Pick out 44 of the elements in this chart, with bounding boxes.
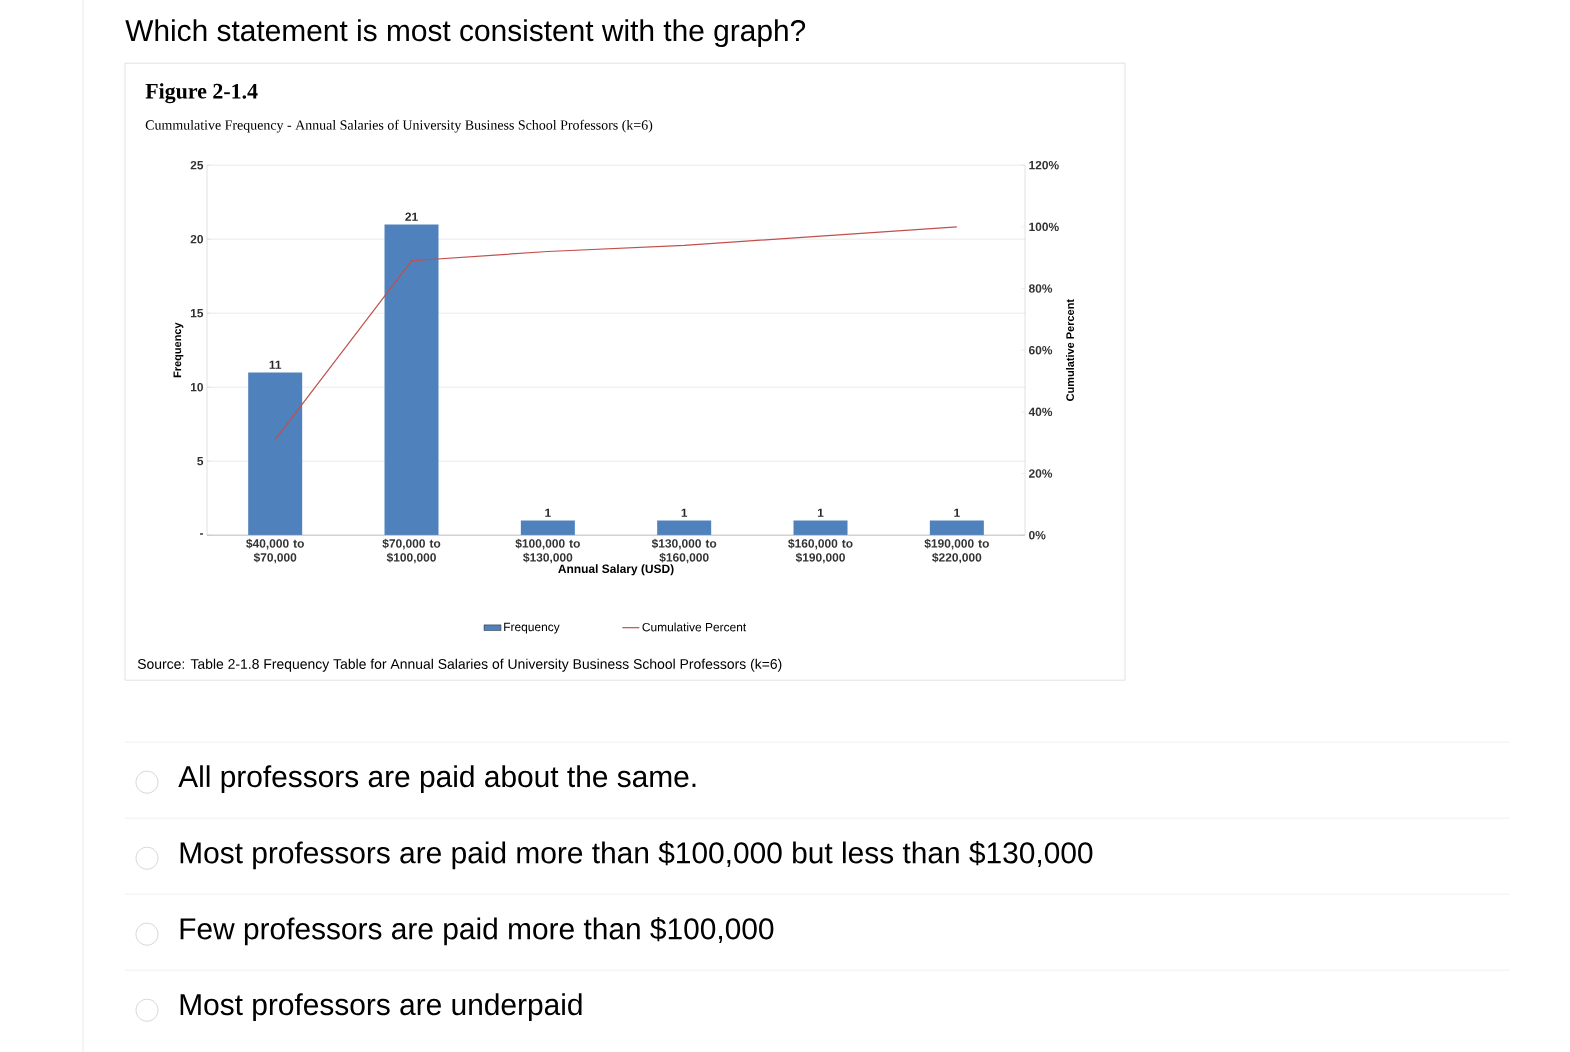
data-label: 11 (269, 360, 282, 369)
y2-tick-label: 0% (1029, 530, 1046, 540)
text: All professors are paid about the same. (178, 765, 696, 793)
legend-label: Frequency (504, 622, 560, 634)
y2-tick-label: 100% (1029, 222, 1059, 231)
text: Most professors are underpaid (180, 993, 582, 1021)
y2-tick-label: 80% (1028, 284, 1053, 293)
y-tick-label: 5 (197, 456, 204, 466)
data-label: 1 (817, 508, 824, 517)
data-label: 1 (545, 508, 551, 517)
text: Few professors are paid more than $100,000 (180, 916, 774, 946)
bar (520, 520, 575, 535)
data-label: 1 (681, 508, 688, 517)
bar (384, 224, 439, 535)
legend-label: Cumulative Percent (642, 622, 747, 632)
x-tick-label: $40,000 to $70,000 (246, 538, 304, 564)
y-axis-title: Frequency (173, 322, 184, 377)
y2-axis-title: Cumulative Percent (1065, 298, 1075, 401)
y-tick-label: 25 (190, 160, 204, 170)
bar (657, 520, 712, 535)
data-label: 21 (405, 212, 418, 221)
y-tick-label: - (199, 533, 204, 535)
bar (248, 372, 303, 535)
source-note: Source: Table 2-1.8 Frequency Table for Annual Salaries of University Business School Professors (k=6) (137, 658, 782, 672)
text: Which statement is most consistent with the graph? (125, 19, 806, 47)
data-label: 1 (954, 508, 960, 517)
x-tick-label: $190,000 to $220,000 (924, 538, 989, 564)
bar (793, 520, 848, 535)
chart-title: Figure 2-1.4 (145, 82, 258, 104)
x-tick-label: $130,000 to $160,000 (651, 538, 717, 564)
y-tick-label: 20 (190, 234, 203, 244)
y2-tick-label: 40% (1028, 407, 1053, 416)
x-tick-label: $160,000 to $190,000 (788, 538, 853, 564)
text: Most professors are paid more than $100,000 but less than $130,000 (180, 840, 1093, 870)
x-tick-label: $100,000 to $130,000 (515, 538, 580, 564)
chart-subtitle: Cummulative Frequency - Annual Salaries of University Business School Professors (k=6) (145, 119, 653, 133)
x-axis-title: Annual Salary (USD) (558, 564, 674, 576)
y2-tick-label: 20% (1028, 469, 1053, 478)
x-tick-label: $70,000 to $100,000 (382, 538, 441, 564)
y-tick-label: 10 (190, 382, 203, 392)
y2-tick-label: 120% (1029, 160, 1059, 170)
bar (929, 520, 984, 535)
y2-tick-label: 60% (1028, 345, 1053, 355)
y-tick-label: 15 (190, 308, 204, 318)
